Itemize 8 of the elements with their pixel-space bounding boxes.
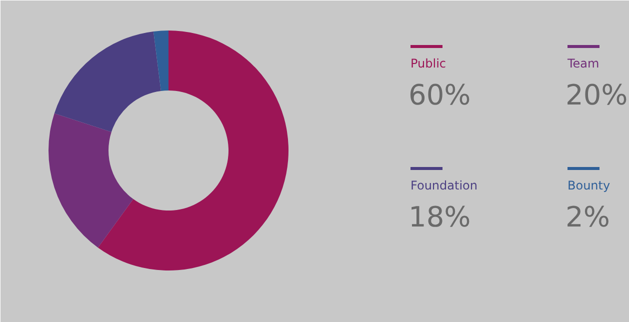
legend-label: Team [566, 56, 600, 70]
legend-label: Public [410, 56, 446, 70]
data-label: 60% [408, 78, 471, 112]
data-label: 2% [566, 200, 610, 234]
data-label: 20% [566, 78, 628, 112]
legend-label: Foundation [410, 178, 478, 192]
data-label: 18% [408, 200, 471, 234]
legend-label: Bounty [568, 178, 610, 192]
